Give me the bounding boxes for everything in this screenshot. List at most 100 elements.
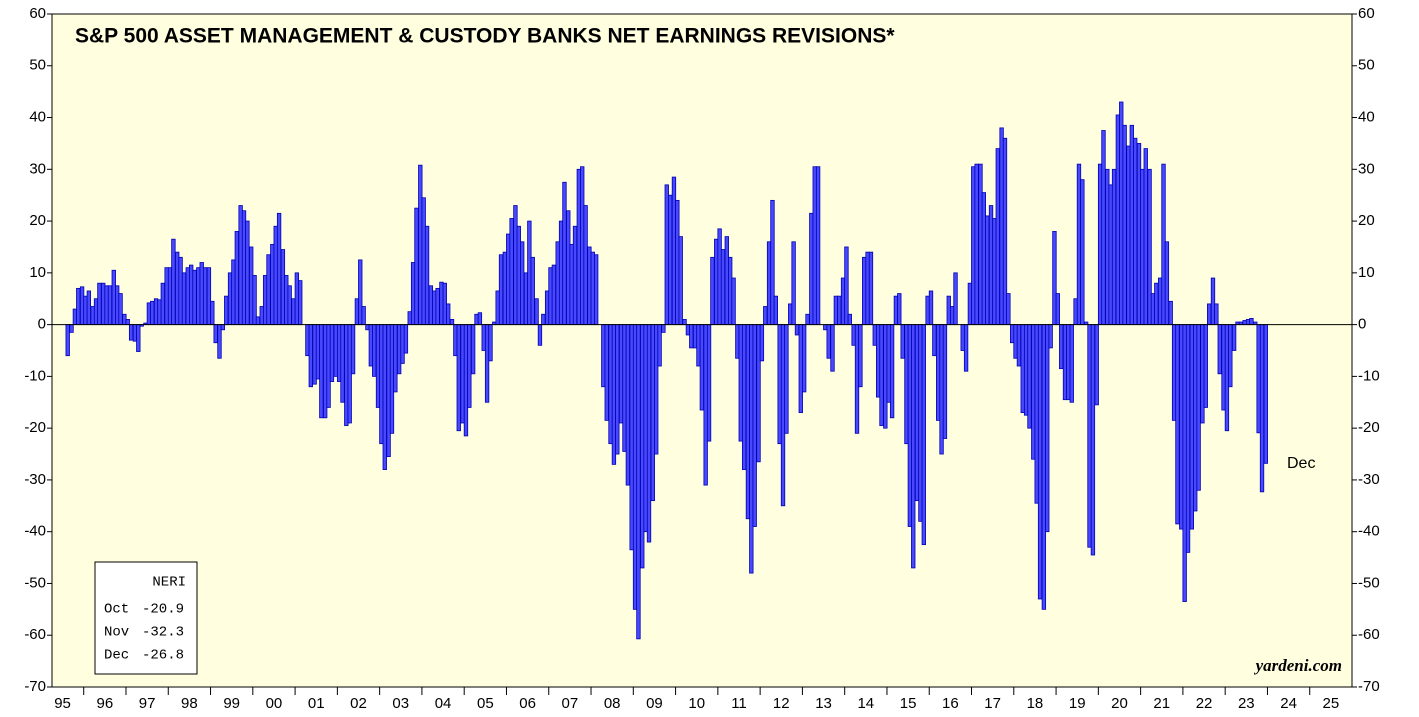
bar — [995, 148, 1000, 326]
bar — [520, 241, 525, 326]
bar — [477, 312, 483, 326]
x-tick-label: 00 — [266, 695, 283, 712]
y2-tick-label: -70 — [1358, 678, 1380, 695]
legend-value: -26.8 — [142, 648, 184, 664]
bar — [340, 324, 345, 403]
y-tick-label: 40 — [29, 109, 46, 126]
y-tick-label: 10 — [29, 264, 46, 281]
bar — [1143, 148, 1148, 326]
bar — [1154, 282, 1159, 326]
bar — [791, 241, 796, 326]
bar — [498, 254, 504, 326]
bar — [1207, 303, 1212, 326]
bar — [1231, 324, 1237, 351]
bar — [86, 290, 92, 326]
x-tick-label: 14 — [857, 695, 874, 712]
x-tick-label: 15 — [900, 695, 917, 712]
legend-month: Dec — [104, 648, 129, 664]
bar — [710, 256, 715, 326]
x-tick-label: 04 — [435, 695, 452, 712]
bar — [720, 249, 726, 326]
bar — [847, 313, 852, 326]
bar — [319, 324, 324, 419]
y2-tick-label: 50 — [1358, 57, 1375, 74]
bar — [1048, 324, 1053, 349]
x-tick-label: 95 — [54, 695, 71, 712]
bar — [118, 293, 123, 326]
bar — [1196, 324, 1201, 491]
y2-tick-label: 40 — [1358, 109, 1375, 126]
x-tick-label: 16 — [942, 695, 959, 712]
bar — [784, 324, 789, 434]
bar — [65, 324, 70, 357]
bar — [308, 324, 313, 388]
x-tick-label: 96 — [97, 695, 114, 712]
bar — [1175, 324, 1180, 525]
legend-value: -32.3 — [142, 625, 184, 641]
bar — [76, 287, 81, 326]
x-tick-label: 19 — [1069, 695, 1086, 712]
bar — [1069, 324, 1074, 403]
y-tick-label: 20 — [29, 212, 46, 229]
y2-tick-label: 10 — [1358, 264, 1375, 281]
bar — [298, 280, 303, 326]
bar — [1090, 324, 1096, 556]
y2-tick-label: -30 — [1358, 471, 1380, 488]
bar — [805, 313, 810, 326]
bar — [136, 324, 141, 352]
bar — [1133, 137, 1138, 326]
bar — [1111, 168, 1117, 326]
bar — [210, 300, 215, 326]
bar — [1037, 324, 1043, 600]
bar — [287, 285, 292, 326]
bar — [435, 287, 440, 326]
bar — [372, 324, 377, 377]
x-tick-label: 07 — [562, 695, 579, 712]
bar — [802, 324, 807, 393]
y2-tick-label: 60 — [1358, 5, 1375, 22]
bar — [699, 324, 705, 411]
bar — [234, 231, 239, 326]
bar — [329, 324, 335, 382]
x-tick-label: 21 — [1153, 695, 1170, 712]
x-tick-label: 97 — [139, 695, 156, 712]
bar — [1006, 293, 1011, 326]
bar — [1055, 293, 1060, 326]
bar — [1101, 130, 1106, 326]
bar — [537, 324, 543, 346]
bar — [661, 324, 666, 333]
bar — [858, 324, 863, 388]
legend-month: Nov — [104, 625, 129, 641]
bar — [583, 205, 588, 326]
bar — [171, 238, 176, 326]
y-tick-label: 0 — [38, 316, 46, 333]
bar — [509, 218, 514, 326]
legend-title: NERI — [152, 575, 186, 591]
bar — [731, 277, 736, 326]
bar — [530, 256, 535, 326]
bar — [706, 324, 712, 442]
bar — [470, 324, 476, 375]
x-tick-label: 17 — [984, 695, 1001, 712]
bar — [361, 306, 366, 326]
bar — [551, 264, 557, 326]
x-tick-label: 11 — [731, 695, 747, 712]
bar — [213, 324, 218, 344]
bar — [826, 324, 831, 359]
bar — [837, 295, 842, 326]
bar — [128, 324, 134, 341]
x-tick-label: 22 — [1196, 695, 1213, 712]
bar — [562, 181, 567, 326]
y2-tick-label: -40 — [1358, 523, 1380, 540]
x-tick-label: 98 — [181, 695, 198, 712]
x-tick-label: 01 — [308, 695, 325, 712]
bar — [150, 300, 155, 326]
bar — [1214, 303, 1219, 326]
bar — [615, 324, 620, 455]
y-tick-label: -10 — [24, 367, 46, 384]
legend-frame — [94, 561, 198, 675]
x-tick-label: 12 — [773, 695, 790, 712]
y-tick-label: -60 — [24, 626, 46, 643]
bar — [181, 272, 187, 326]
bar — [1185, 324, 1191, 553]
